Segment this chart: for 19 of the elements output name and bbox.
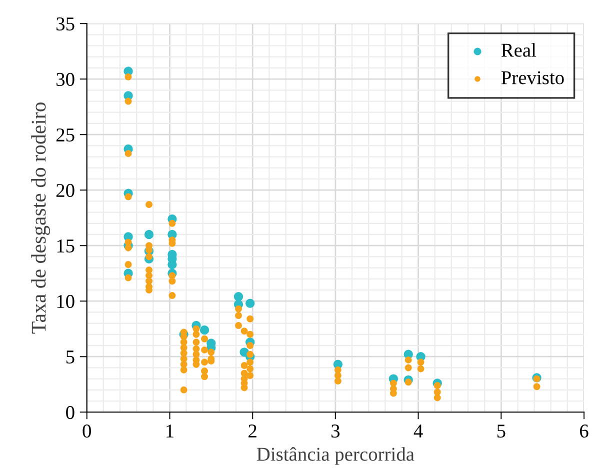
x-tick-label: 2	[248, 424, 256, 438]
x-tick-label: 1	[166, 424, 174, 438]
legend-label: Real	[501, 43, 536, 57]
y-tick-label: 25	[56, 128, 74, 142]
x-axis-title: Distância percorrida	[256, 447, 414, 465]
y-tick-label: 15	[57, 240, 74, 253]
y-tick-label: 5	[66, 350, 74, 364]
y-axis-title: Taxa de desgaste do rodeiro	[31, 102, 50, 334]
y-tick-label: 0	[66, 406, 74, 420]
y-tick-label: 10	[57, 294, 74, 308]
y-tick-label: 30	[56, 72, 74, 86]
x-tick-label: 5	[497, 424, 506, 438]
x-tick-label: 3	[332, 424, 340, 438]
x-tick-label: 0	[82, 424, 91, 438]
y-tick-label: 20	[56, 184, 74, 198]
x-tick-label: 4	[414, 424, 423, 438]
y-tick-label: 35	[56, 17, 74, 30]
legend-label: Previsto	[501, 71, 564, 84]
x-tick-label: 6	[580, 424, 588, 438]
